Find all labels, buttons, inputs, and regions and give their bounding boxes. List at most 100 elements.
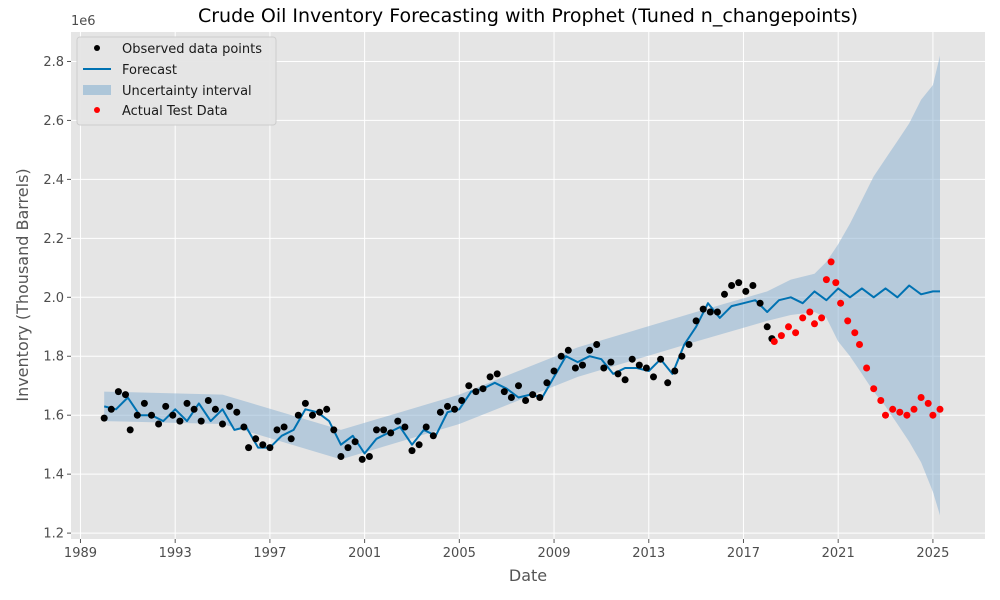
test-point (929, 411, 937, 419)
observed-point (266, 444, 274, 452)
observed-point (401, 423, 409, 431)
observed-point (507, 394, 515, 401)
test-point (827, 258, 835, 266)
test-point (806, 308, 814, 316)
observed-point (515, 382, 522, 390)
observed-point (621, 376, 629, 384)
test-point (822, 276, 830, 284)
observed-point (522, 397, 530, 404)
y-tick-label: 2.6 (43, 114, 64, 129)
legend-test-marker (94, 107, 100, 113)
observed-point (692, 317, 700, 325)
test-point (785, 323, 792, 331)
observed-point (330, 426, 338, 434)
y-tick-label: 1.6 (43, 409, 64, 424)
test-point (770, 338, 778, 345)
observed-point (550, 367, 558, 375)
observed-point (678, 352, 686, 360)
observed-point (429, 432, 437, 440)
x-tick-label: 1989 (64, 546, 97, 561)
observed-point (351, 438, 359, 446)
y-tick-label: 1.4 (43, 468, 64, 483)
observed-point (600, 364, 608, 372)
y-axis-ticks: 1.2 1.4 1.6 1.8 2.0 2.2 2.4 2.6 2.8 (43, 55, 71, 542)
observed-point (211, 405, 219, 413)
observed-point (536, 394, 544, 401)
test-point (896, 408, 904, 416)
y-tick-label: 2.0 (43, 291, 64, 306)
observed-point (586, 346, 594, 354)
x-tick-label: 2021 (822, 546, 855, 561)
observed-point (735, 279, 743, 287)
test-point (924, 399, 932, 407)
observed-point (259, 441, 267, 449)
observed-point (579, 361, 586, 369)
observed-point (571, 364, 579, 372)
test-point (851, 329, 859, 337)
observed-point (742, 287, 750, 295)
observed-point (197, 417, 205, 425)
test-point (856, 341, 863, 348)
y-tick-label: 2.2 (43, 232, 64, 247)
observed-point (763, 323, 771, 331)
x-tick-label: 2001 (348, 546, 381, 561)
observed-point (728, 282, 736, 289)
observed-point (557, 352, 565, 360)
observed-point (162, 402, 170, 410)
observed-point (458, 397, 466, 404)
observed-point (344, 444, 352, 452)
observed-point (176, 417, 184, 425)
observed-point (169, 411, 177, 419)
test-point (903, 411, 911, 419)
grid (71, 32, 985, 539)
observed-point (107, 405, 115, 413)
observed-point (226, 402, 234, 410)
observed-point (358, 455, 366, 463)
y-tick-label: 2.8 (43, 55, 64, 70)
observed-point (240, 423, 248, 431)
x-axis-ticks: 1989 1993 1997 2001 2005 2009 2013 2017 2021 2025 (64, 539, 949, 561)
observed-point (387, 429, 395, 437)
observed-point (479, 385, 487, 393)
observed-point (219, 420, 226, 428)
observed-point (273, 426, 281, 434)
observed-point (451, 405, 459, 413)
observed-point (493, 370, 501, 378)
test-point (799, 314, 807, 322)
observed-point (301, 399, 309, 407)
observed-point (365, 453, 373, 460)
observed-point (500, 388, 508, 396)
observed-point (635, 361, 643, 369)
test-point (910, 405, 918, 413)
observed-point (204, 397, 212, 404)
observed-point (642, 364, 650, 372)
chart-title: Crude Oil Inventory Forecasting with Pro… (198, 5, 858, 27)
legend-test-label: Actual Test Data (122, 104, 228, 119)
observed-point (543, 379, 551, 387)
test-point (917, 394, 925, 401)
x-tick-label: 2025 (916, 546, 949, 561)
observed-point (133, 411, 141, 419)
test-point (818, 314, 826, 322)
observed-point (155, 420, 163, 428)
observed-point (465, 382, 473, 390)
observed-points-layer (100, 279, 776, 463)
test-point (863, 364, 871, 372)
observed-point (749, 282, 757, 289)
legend-uncertainty-label: Uncertainty interval (122, 84, 252, 99)
observed-point (126, 426, 134, 434)
observed-point (415, 441, 423, 449)
observed-point (183, 399, 191, 407)
test-point (837, 299, 845, 307)
observed-point (373, 426, 380, 434)
legend-uncertainty-swatch (83, 85, 111, 95)
test-point (877, 397, 885, 404)
observed-point (444, 402, 451, 410)
observed-point (323, 405, 331, 413)
observed-point (607, 358, 615, 366)
observed-point (657, 355, 665, 363)
observed-point (122, 391, 129, 399)
observed-point (529, 391, 537, 399)
observed-point (316, 408, 324, 416)
observed-point (685, 341, 693, 348)
